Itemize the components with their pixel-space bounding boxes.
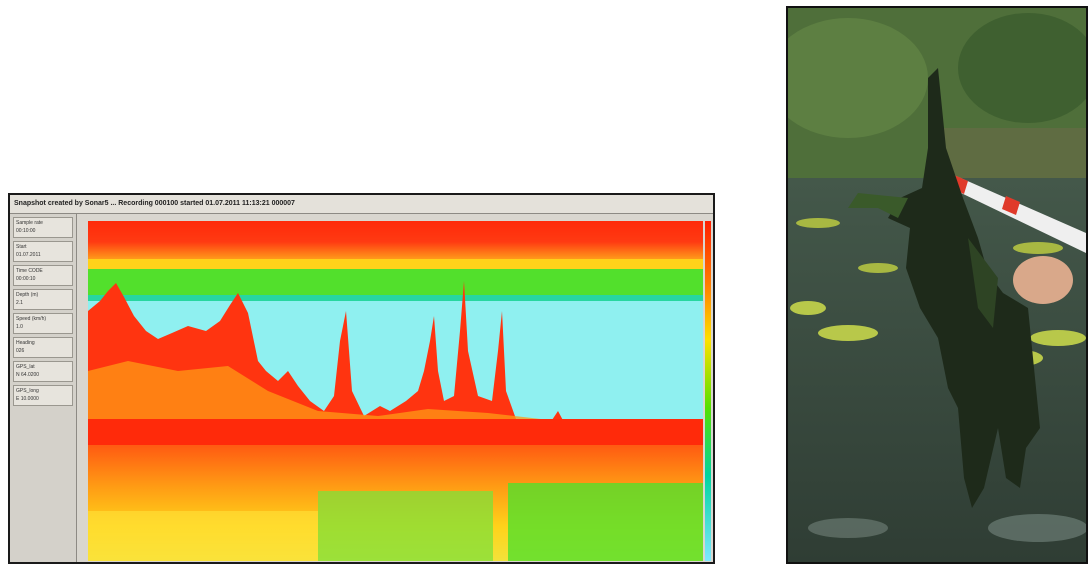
info-label: Depth (m) (16, 291, 70, 299)
lily-pad (796, 218, 840, 228)
info-label: Heading (16, 339, 70, 347)
info-value: N 64.0200 (16, 371, 70, 379)
info-value: 01.07.2011 (16, 251, 70, 259)
sub-bottom-green-1 (318, 491, 493, 561)
water-reflection (988, 514, 1086, 542)
info-box: Heading 026 (13, 337, 73, 358)
info-value: 2.1 (16, 299, 70, 307)
sub-bottom-green-2 (508, 483, 703, 561)
surface-green (88, 269, 703, 295)
water-reflection (808, 518, 888, 538)
surface-band (88, 221, 703, 259)
echogram-window: Snapshot created by Sonar5 ... Recording… (8, 193, 715, 564)
bottom-echo (88, 419, 703, 445)
surface-yellow (88, 259, 703, 269)
vegetation-photo (786, 6, 1088, 564)
info-box: Depth (m) 2.1 (13, 289, 73, 310)
info-box: Start 01.07.2011 (13, 241, 73, 262)
color-scale-bar (705, 221, 711, 561)
echogram-title: Snapshot created by Sonar5 ... Recording… (10, 195, 713, 214)
lily-pad (818, 325, 878, 341)
info-label: GPS_lat (16, 363, 70, 371)
hand (1013, 256, 1073, 304)
info-box: GPS_long E 10.0000 (13, 385, 73, 406)
photo-image (788, 8, 1086, 562)
info-box: GPS_lat N 64.0200 (13, 361, 73, 382)
info-value: 1.0 (16, 323, 70, 331)
lily-pad (790, 301, 826, 315)
info-label: GPS_long (16, 387, 70, 395)
info-label: Sample rate (16, 219, 70, 227)
info-value: 00:10:00 (16, 227, 70, 235)
info-value: 00:00:10 (16, 275, 70, 283)
lily-pad (1013, 242, 1063, 254)
info-box: Speed (km/h) 1.0 (13, 313, 73, 334)
info-value: E 10.0000 (16, 395, 70, 403)
info-label: Time CODE (16, 267, 70, 275)
surface-teal (88, 295, 703, 301)
info-label: Speed (km/h) (16, 315, 70, 323)
echogram-image (88, 221, 703, 561)
info-label: Start (16, 243, 70, 251)
info-value: 026 (16, 347, 70, 355)
echogram-info-sidebar: Sample rate 00:10:00 Start 01.07.2011 Ti… (10, 214, 77, 562)
echogram-plot (88, 221, 703, 561)
sub-bottom-yellow (88, 511, 318, 561)
lily-pad (1030, 330, 1086, 346)
info-box: Time CODE 00:00:10 (13, 265, 73, 286)
lily-pad (858, 263, 898, 273)
info-box: Sample rate 00:10:00 (13, 217, 73, 238)
